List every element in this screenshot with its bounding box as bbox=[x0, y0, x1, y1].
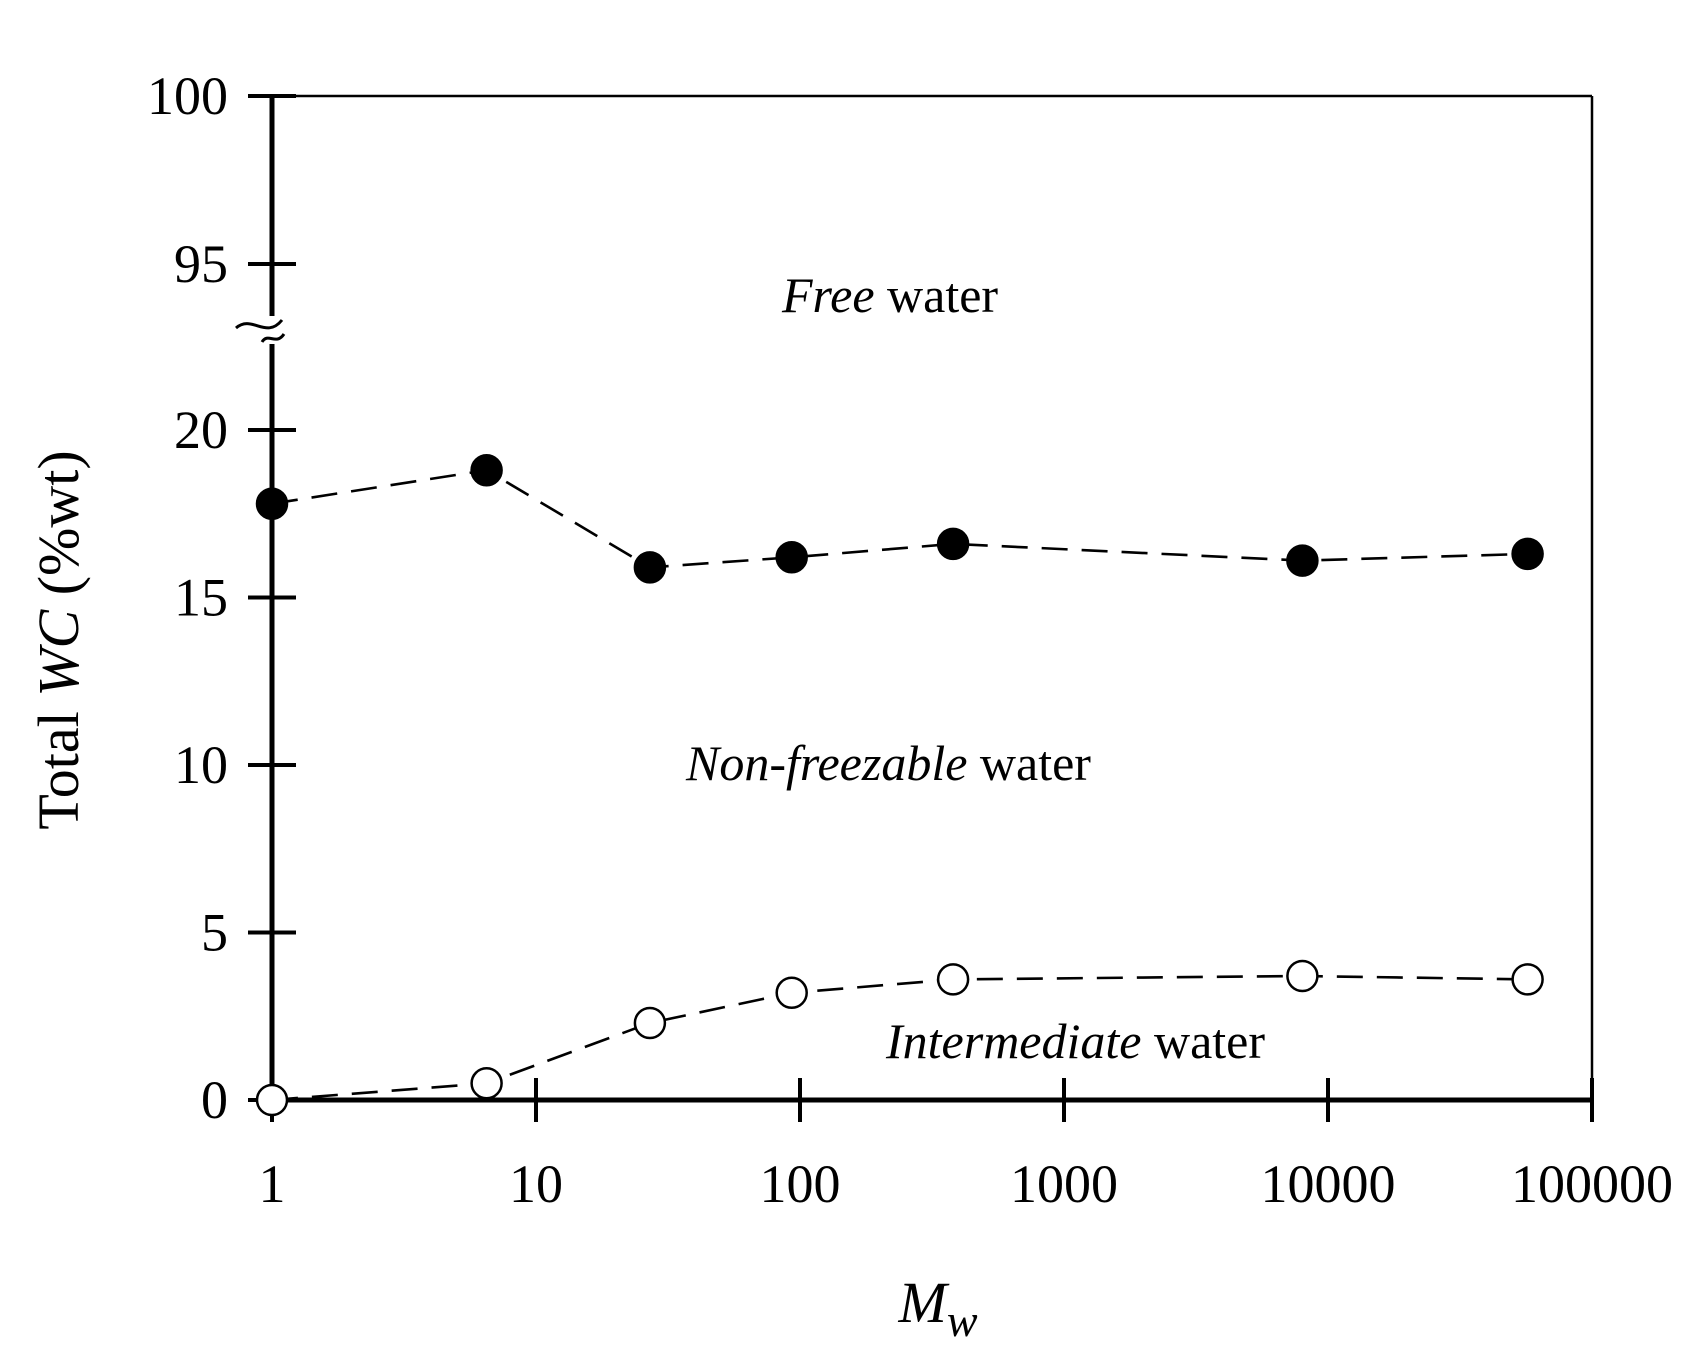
y-axis-title-italic: WC bbox=[26, 608, 91, 696]
y-axis-title: Total WC (%wt) bbox=[26, 450, 91, 829]
x-axis-title-sub: w bbox=[947, 1295, 978, 1346]
annotation-free-water-rest: water bbox=[875, 267, 999, 323]
y-tick-label: 100 bbox=[147, 66, 228, 126]
plot-frame bbox=[272, 94, 1594, 1100]
y-tick-label: 20 bbox=[174, 400, 228, 460]
y-axis-title-prefix: Total bbox=[26, 697, 91, 830]
x-tick-label: 100000 bbox=[1511, 1154, 1673, 1214]
filled-point-3 bbox=[775, 541, 808, 574]
axes: 0 5 10 15 20 95 100 1 10 100 1000 10000 100000 bbox=[147, 66, 1673, 1214]
open-point-0 bbox=[255, 1083, 289, 1117]
x-tick-label: 100 bbox=[760, 1154, 841, 1214]
y-tick-label: 15 bbox=[174, 568, 228, 628]
series-points bbox=[255, 453, 1544, 1117]
annotation-intermediate-water: Intermediate water bbox=[885, 1013, 1265, 1069]
y-axis-title-suffix: (%wt) bbox=[26, 450, 91, 609]
annotation-free-water-italic: Free bbox=[781, 267, 875, 323]
open-point-4 bbox=[936, 963, 970, 996]
y-tick-label: 10 bbox=[174, 735, 228, 795]
axis-break-mark-upper bbox=[235, 318, 284, 330]
filled-point-4 bbox=[936, 527, 970, 561]
open-point-3 bbox=[775, 976, 808, 1010]
filled-point-6 bbox=[1511, 537, 1544, 571]
x-tick-label: 10 bbox=[509, 1154, 563, 1214]
y-tick-label: 0 bbox=[201, 1070, 228, 1130]
x-tick-label: 1000 bbox=[1010, 1154, 1118, 1214]
open-point-1 bbox=[470, 1067, 503, 1100]
annotation-nonfreezable-water: Non-freezable water bbox=[685, 735, 1091, 791]
series-line-0 bbox=[271, 468, 1528, 569]
y-tick-label: 95 bbox=[174, 234, 228, 294]
annotation-nonfreezable-water-italic: Non-freezable bbox=[685, 735, 967, 791]
x-tick-label: 1 bbox=[259, 1154, 286, 1214]
y-tick-label: 5 bbox=[201, 903, 228, 963]
x-axis-title: Mw bbox=[897, 1270, 977, 1346]
filled-point-2 bbox=[633, 551, 667, 584]
x-axis-title-main: M bbox=[897, 1270, 949, 1335]
open-point-6 bbox=[1511, 963, 1544, 996]
open-point-2 bbox=[633, 1006, 667, 1040]
filled-point-5 bbox=[1286, 544, 1319, 577]
annotation-free-water: Free water bbox=[781, 267, 998, 323]
filled-point-0 bbox=[255, 487, 289, 520]
filled-point-1 bbox=[470, 453, 503, 487]
annotation-intermediate-water-rest: water bbox=[1141, 1013, 1265, 1069]
axis-break-mark-lower bbox=[260, 333, 286, 343]
annotation-nonfreezable-water-rest: water bbox=[967, 735, 1091, 791]
x-tick-label: 10000 bbox=[1261, 1154, 1396, 1214]
open-point-5 bbox=[1286, 959, 1319, 993]
annotation-intermediate-water-italic: Intermediate bbox=[885, 1013, 1141, 1069]
